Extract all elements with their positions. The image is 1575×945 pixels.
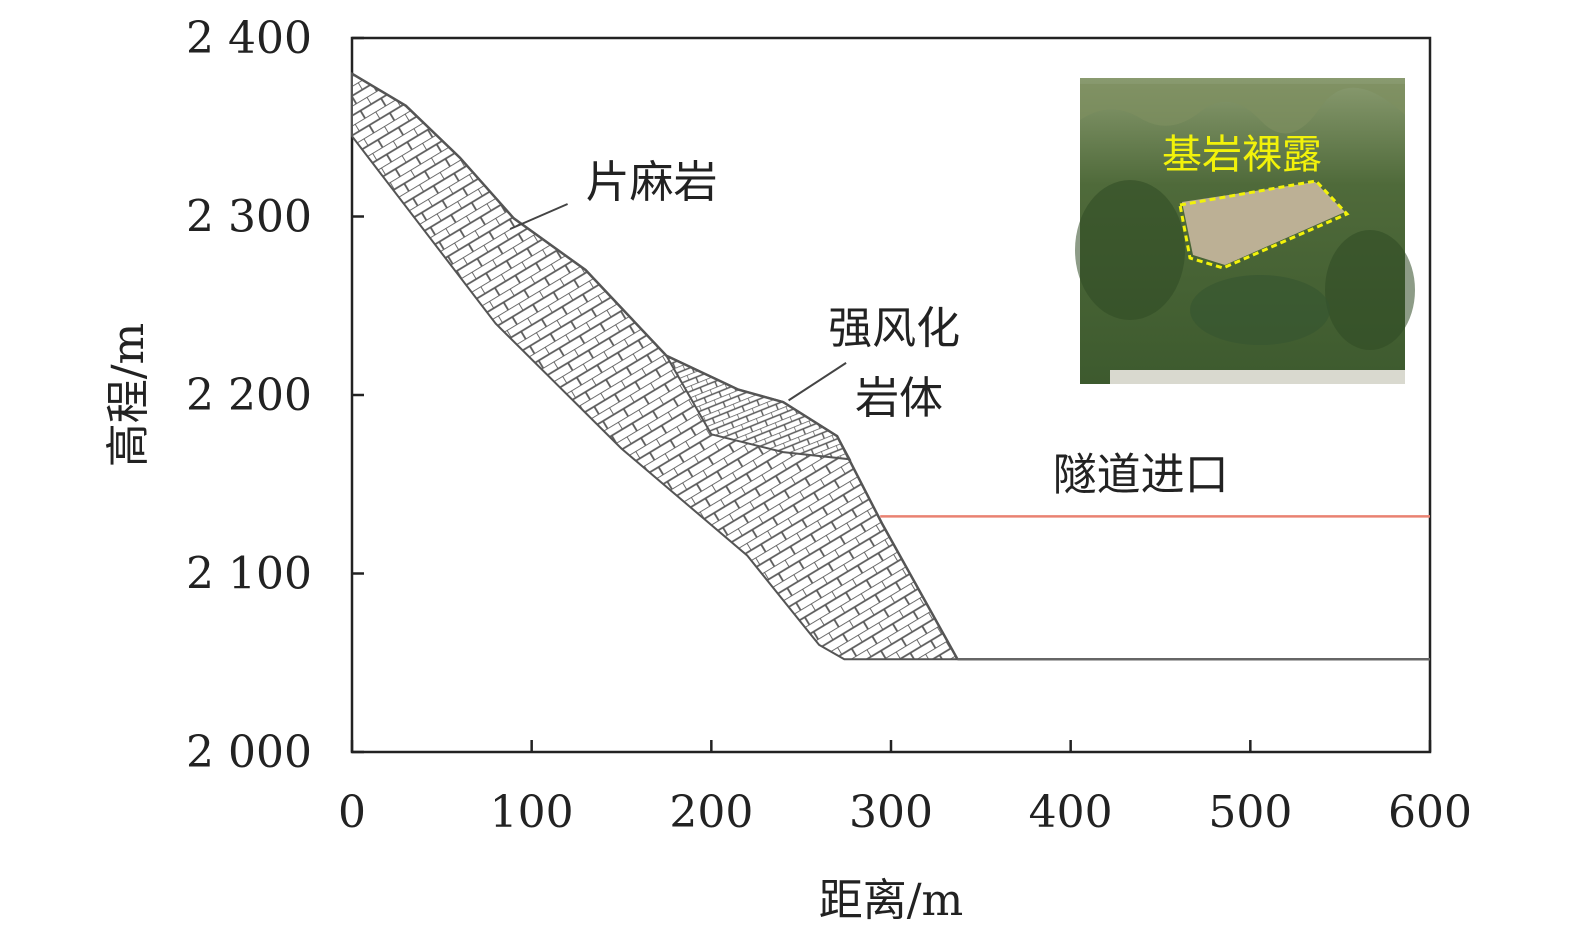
y-tick-label: 2 400 <box>186 13 312 64</box>
axis-ticks: 0 100 200 300 400 500 600 2 000 2 100 2 200 2 300 2… <box>186 13 1472 838</box>
annotation-weathered2: 岩体 <box>855 373 943 424</box>
y-tick-label: 2 100 <box>186 549 312 600</box>
road-strip <box>1110 370 1405 384</box>
annotation-weathered: 强风化 <box>828 303 960 354</box>
x-tick-label: 200 <box>669 787 753 838</box>
leader-line <box>509 203 568 230</box>
vegetation-patch <box>1190 275 1330 345</box>
series-lines <box>351 72 1430 661</box>
leader-line <box>788 362 847 402</box>
x-tick-label: 600 <box>1388 787 1472 838</box>
x-tick-label: 100 <box>490 787 574 838</box>
x-tick-label: 300 <box>849 787 933 838</box>
x-tick-label: 400 <box>1029 787 1113 838</box>
vegetation-patch <box>1075 180 1185 320</box>
y-tick-label: 2 200 <box>186 370 312 421</box>
x-tick-label: 500 <box>1208 787 1292 838</box>
y-axis-label: 高程/m <box>103 323 154 468</box>
x-tick-label: 0 <box>338 787 366 838</box>
photo-label: 基岩裸露 <box>1162 132 1322 178</box>
x-axis-label: 距离/m <box>819 875 964 926</box>
inset-photo: 基岩裸露 <box>1075 78 1415 384</box>
bedrock-outcrop-outline <box>1178 179 1350 270</box>
annotation-tunnel: 隧道进口 <box>1053 450 1229 501</box>
bedrock-outcrop <box>1182 182 1345 265</box>
series-line-slope <box>351 72 959 660</box>
vegetation-texture <box>1080 84 1405 134</box>
y-tick-label: 2 300 <box>186 192 312 243</box>
annotation-rock: 片麻岩 <box>586 157 718 208</box>
y-tick-label: 2 000 <box>186 727 312 778</box>
vegetation-patch <box>1325 230 1415 350</box>
